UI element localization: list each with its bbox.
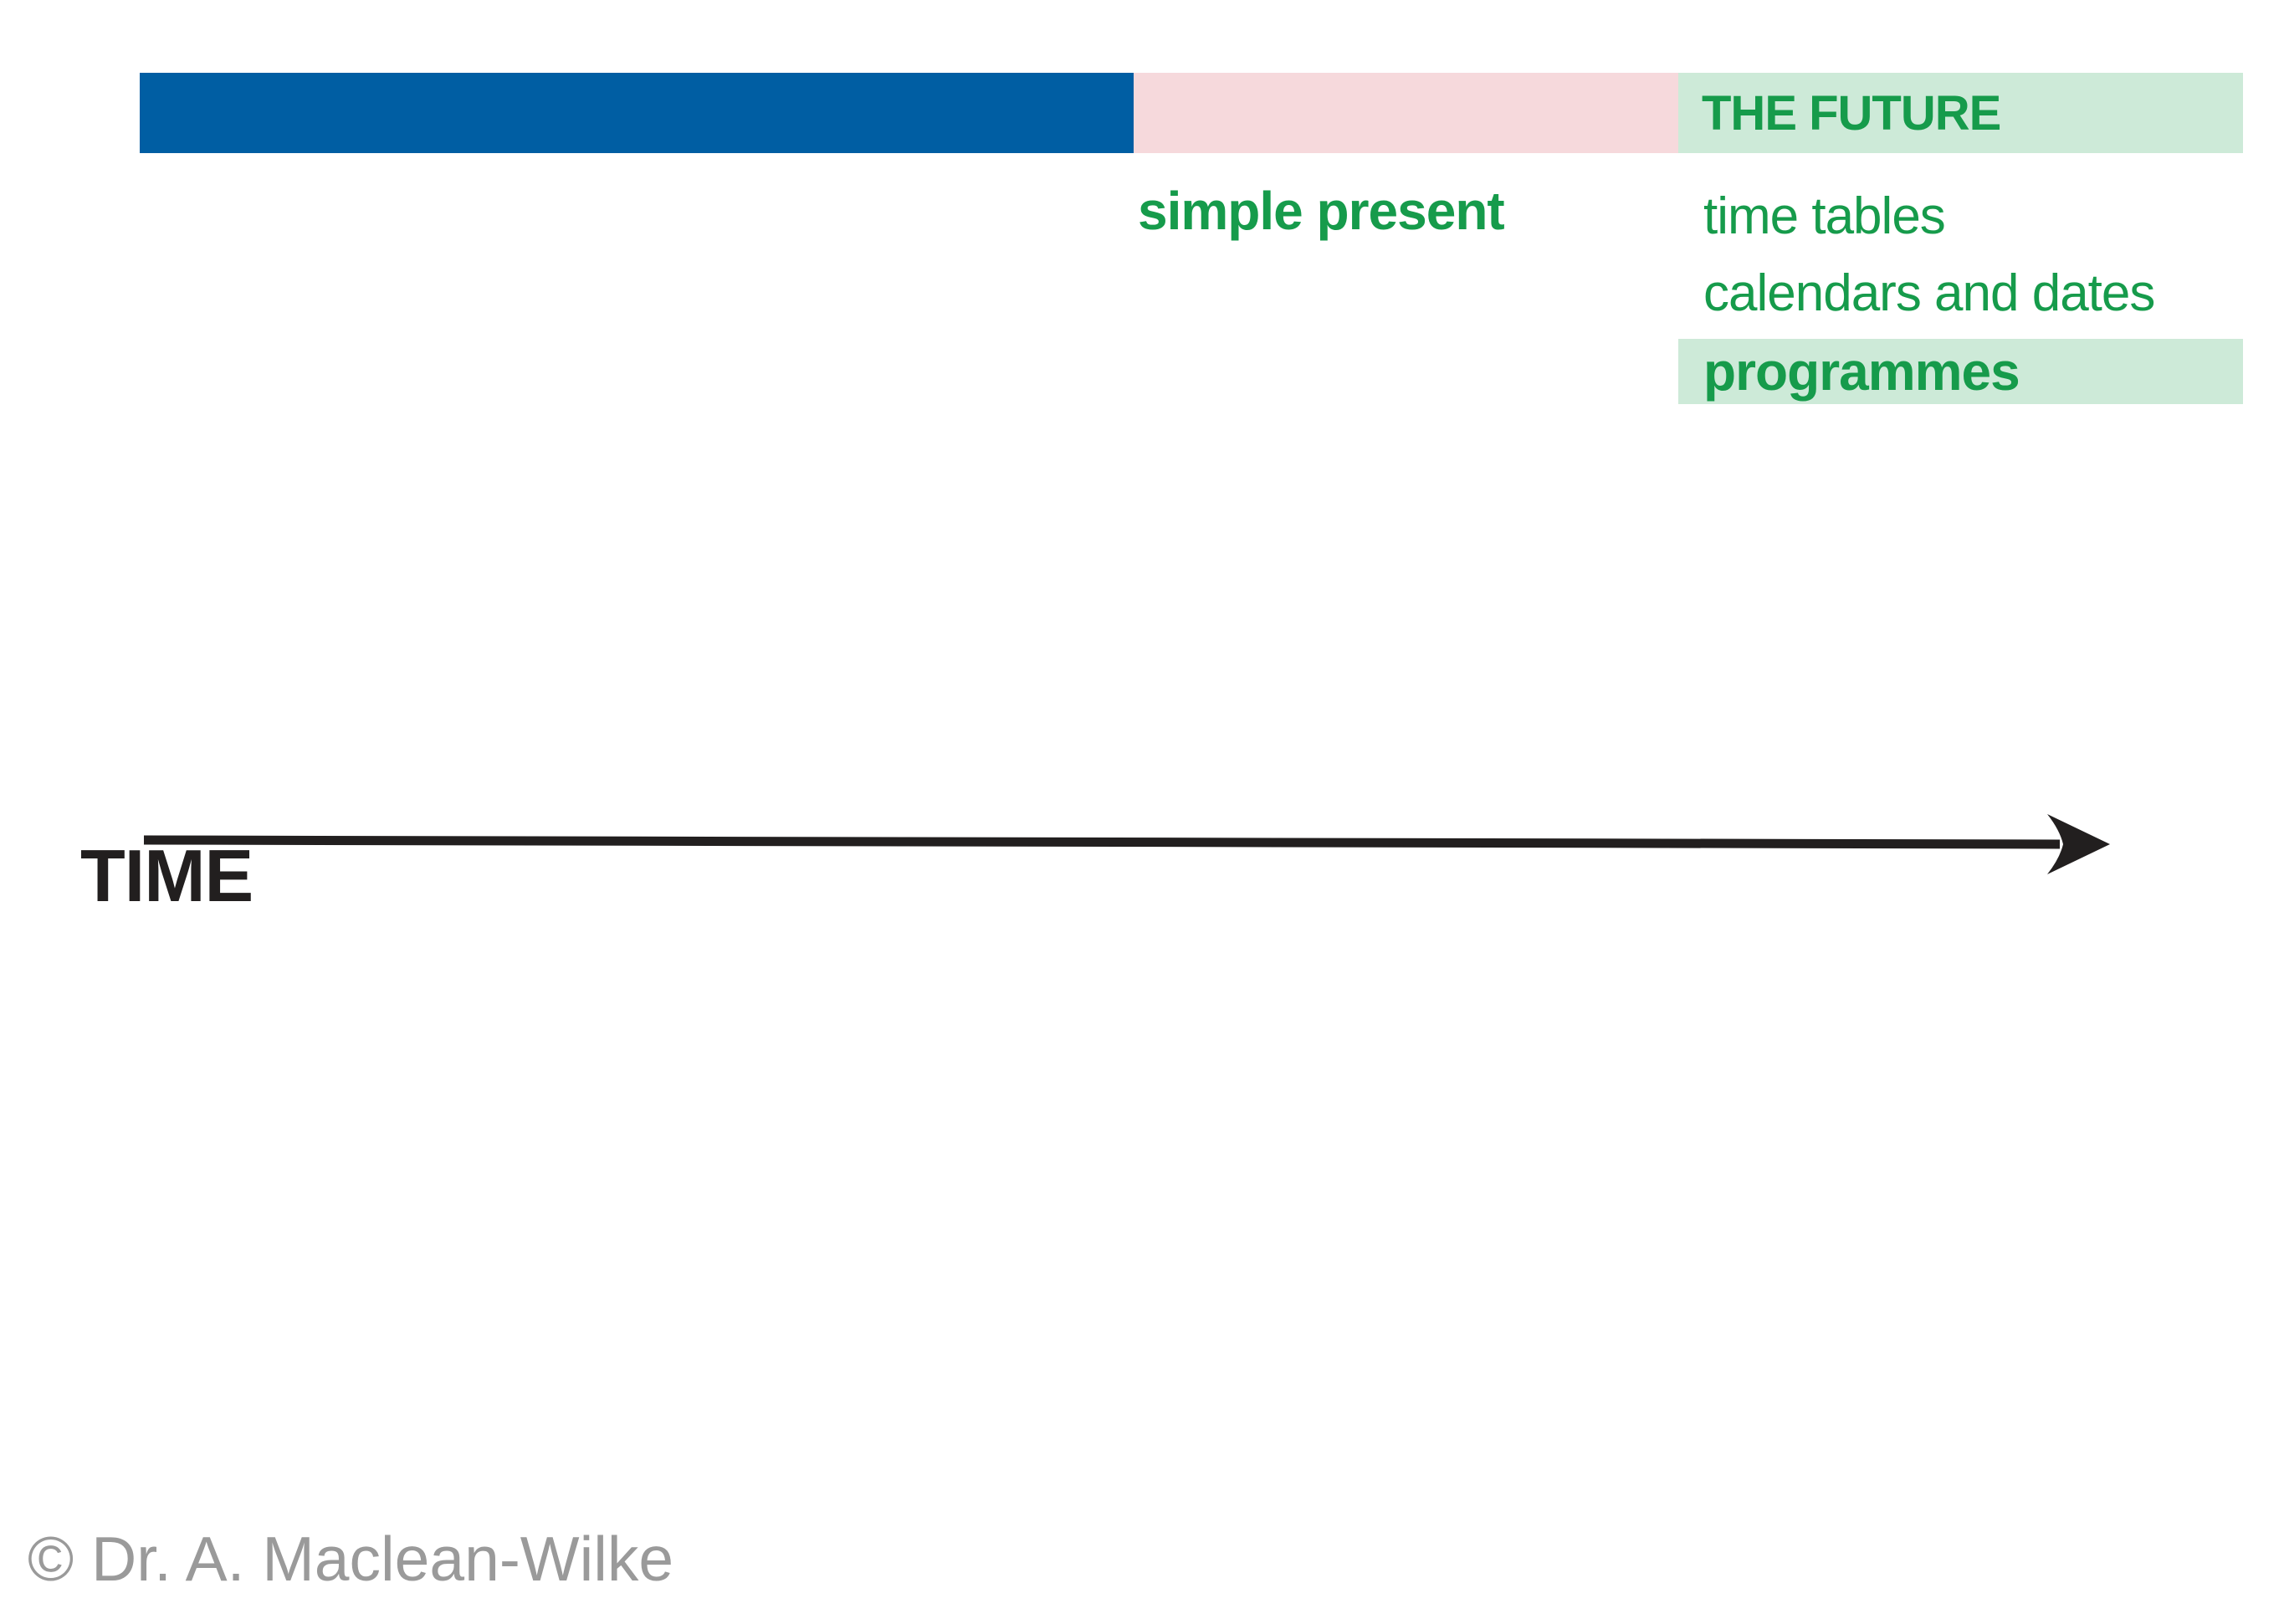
time-arrow-head <box>2047 814 2110 874</box>
present-segment <box>1134 73 1678 153</box>
future-example-calendars-and-dates: calendars and dates <box>1703 264 2155 322</box>
future-example-time-tables: time tables <box>1703 187 1946 245</box>
programmes-highlight-box: programmes <box>1678 339 2243 404</box>
tense-timeline-bar: THE FUTURE <box>140 73 2243 153</box>
past-segment <box>140 73 1134 153</box>
simple-present-label: simple present <box>1138 181 1505 241</box>
future-segment-label: THE FUTURE <box>1702 85 2001 141</box>
programmes-label: programmes <box>1703 341 2020 402</box>
future-segment: THE FUTURE <box>1678 73 2243 153</box>
time-axis-label: TIME <box>80 834 253 917</box>
copyright-text: © Dr. A. Maclean-Wilke <box>28 1524 674 1594</box>
time-arrow-shaft <box>143 835 2061 849</box>
